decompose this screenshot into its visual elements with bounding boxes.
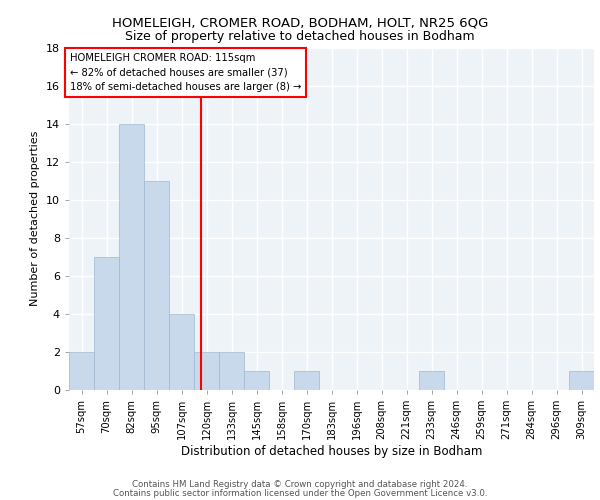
Y-axis label: Number of detached properties: Number of detached properties xyxy=(30,131,40,306)
Bar xyxy=(194,352,219,390)
Text: HOMELEIGH, CROMER ROAD, BODHAM, HOLT, NR25 6QG: HOMELEIGH, CROMER ROAD, BODHAM, HOLT, NR… xyxy=(112,16,488,29)
Bar xyxy=(219,352,244,390)
Text: HOMELEIGH CROMER ROAD: 115sqm
← 82% of detached houses are smaller (37)
18% of s: HOMELEIGH CROMER ROAD: 115sqm ← 82% of d… xyxy=(70,52,301,92)
Text: Contains public sector information licensed under the Open Government Licence v3: Contains public sector information licen… xyxy=(113,488,487,498)
Text: Contains HM Land Registry data © Crown copyright and database right 2024.: Contains HM Land Registry data © Crown c… xyxy=(132,480,468,489)
Bar xyxy=(94,257,119,390)
Bar xyxy=(419,371,444,390)
X-axis label: Distribution of detached houses by size in Bodham: Distribution of detached houses by size … xyxy=(181,445,482,458)
Bar xyxy=(569,371,594,390)
Bar xyxy=(69,352,94,390)
Bar xyxy=(144,180,169,390)
Bar xyxy=(169,314,194,390)
Bar xyxy=(244,371,269,390)
Bar xyxy=(294,371,319,390)
Text: Size of property relative to detached houses in Bodham: Size of property relative to detached ho… xyxy=(125,30,475,43)
Bar xyxy=(119,124,144,390)
